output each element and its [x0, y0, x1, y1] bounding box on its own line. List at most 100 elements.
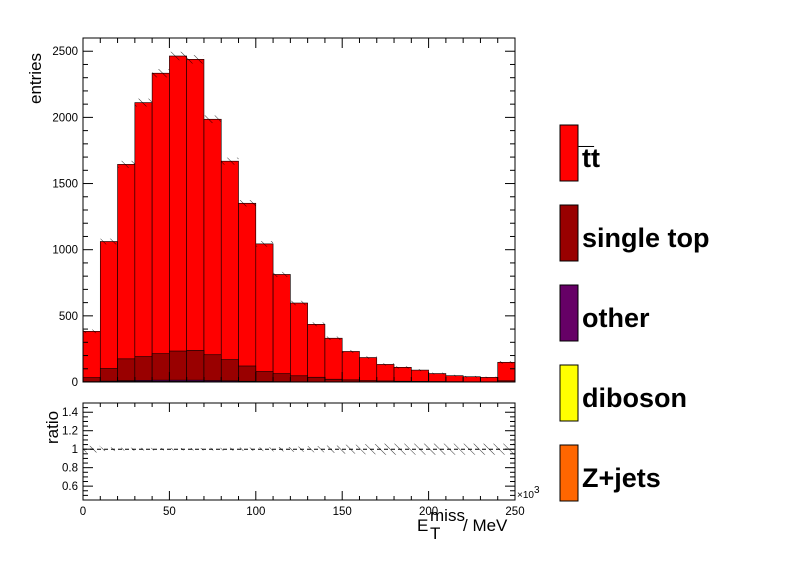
error-band: [497, 361, 515, 364]
legend-swatch: [559, 364, 579, 422]
bar: [203, 354, 222, 383]
bar: [186, 59, 205, 383]
x-tick-label: 250: [505, 506, 524, 518]
error-band: [463, 375, 481, 378]
ratio-y-tick-label: 1.4: [62, 407, 79, 419]
bar: [272, 274, 291, 383]
legend-entry-single-top: single top: [559, 204, 710, 262]
bar: [255, 243, 274, 383]
ratio-y-tick-label: 0.6: [62, 481, 78, 493]
ratio-error-band: [221, 447, 239, 451]
bar: [359, 357, 378, 383]
bar: [117, 358, 136, 383]
error-band: [290, 300, 308, 306]
error-band: [134, 98, 153, 107]
bar: [169, 350, 187, 383]
bar: [238, 365, 257, 383]
ratio-y-axis-title: ratio: [43, 411, 62, 444]
ratio-plot: 0.6 0.8 1 1.2 1.4 ratio 0 50 100 150 200 250 ×10 …: [43, 402, 540, 543]
bar: [290, 375, 308, 383]
bar: [82, 331, 101, 383]
bar: [307, 324, 326, 383]
bar: [341, 351, 360, 383]
ratio-y-tick-label: 1: [72, 444, 78, 456]
x-axis-title: E miss T / MeV: [417, 506, 508, 543]
error-band: [411, 369, 429, 372]
bar: [186, 350, 205, 383]
x-tick-labels: 0 50 100 150 200 250: [80, 506, 525, 518]
legend-swatch: [559, 204, 579, 262]
error-band: [152, 69, 170, 78]
error-band: [100, 238, 118, 245]
main-y-ticks: 0 500 1000 1500 2000 2500: [52, 37, 515, 389]
ratio-x-ticks: [82, 403, 516, 500]
main-x-ticks: [82, 38, 516, 382]
x-tick-label: 100: [246, 506, 265, 518]
error-band: [428, 372, 446, 375]
ratio-error-band: [255, 447, 274, 452]
bar: [117, 164, 136, 383]
error-band: [238, 200, 256, 207]
bar: [220, 160, 239, 383]
error-band: [359, 356, 377, 359]
legend-entry-t-t: t̅t: [559, 124, 600, 182]
series-t-t: [82, 55, 516, 383]
error-band: [324, 336, 343, 340]
bar: [99, 241, 118, 383]
error-band: [186, 55, 204, 64]
bar: [324, 337, 343, 383]
bar: [203, 118, 222, 383]
bar: [255, 371, 274, 383]
error-band: [221, 157, 239, 165]
main-error-bands: [83, 51, 515, 379]
x-exponent-base: ×10: [517, 490, 534, 501]
ratio-y-tick-label: 1.2: [62, 426, 78, 438]
ratio-error-band: [134, 447, 153, 451]
x-axis-title-main: E: [417, 516, 428, 535]
error-band: [203, 115, 222, 124]
ratio-error-band: [324, 445, 343, 453]
error-band: [394, 366, 412, 369]
bar: [290, 302, 308, 383]
x-exponent: ×10 3: [517, 485, 540, 501]
bar: [151, 72, 170, 383]
y-tick-label: 500: [59, 311, 78, 323]
x-tick-label: 0: [80, 506, 86, 518]
error-band: [273, 271, 291, 277]
legend-entry-other: other: [559, 284, 650, 342]
ratio-error-band: [290, 446, 308, 452]
legend-label: Z+jets: [582, 463, 661, 493]
bar: [307, 376, 326, 383]
bar: [134, 102, 153, 383]
bar: [462, 376, 481, 383]
x-axis-title-sup: miss: [430, 506, 465, 525]
y-axis-title: entries: [26, 53, 45, 104]
error-band: [307, 322, 325, 327]
y-tick-label: 1000: [52, 245, 78, 257]
legend-swatch: [559, 124, 579, 182]
bar: [134, 356, 153, 383]
legend-label: other: [582, 303, 650, 333]
x-axis-title-unit: / MeV: [463, 516, 508, 535]
x-tick-label: 50: [163, 506, 176, 518]
x-exponent-power: 3: [534, 485, 540, 496]
bar: [99, 368, 118, 383]
ratio-frame: [82, 402, 516, 501]
bar: [220, 359, 239, 383]
error-band: [342, 349, 360, 353]
error-band: [169, 51, 187, 61]
main-plot: 0 500 1000 1500 2000 2500 entries: [26, 37, 516, 389]
bar: [151, 353, 170, 383]
legend-label: single top: [582, 223, 710, 253]
bar: [238, 202, 257, 383]
x-tick-label: 200: [419, 506, 438, 518]
x-axis-title-sub: T: [430, 524, 440, 543]
legend-entry-diboson: diboson: [559, 364, 687, 422]
bar: [497, 361, 516, 383]
bar: [428, 373, 447, 383]
bar: [411, 369, 429, 383]
y-tick-label: 1500: [52, 179, 78, 191]
legend-label: diboson: [582, 383, 687, 413]
error-band: [117, 160, 135, 168]
